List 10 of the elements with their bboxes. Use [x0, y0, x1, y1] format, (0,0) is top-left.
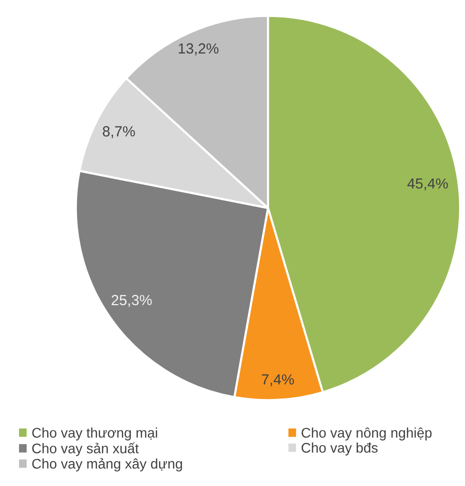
legend-label: Cho vay nông nghiệp: [302, 427, 432, 440]
data-label: 45,4%: [407, 178, 448, 190]
legend-label: Cho vay bđs: [302, 442, 378, 456]
data-label: 8,7%: [102, 126, 135, 138]
legend-label: Cho vay sản xuất: [32, 442, 139, 456]
data-label: 7,4%: [262, 374, 294, 386]
legend-label: Cho vay thương mại: [32, 428, 158, 440]
data-label: 25,3%: [112, 294, 152, 307]
data-label: 13,2%: [178, 43, 218, 56]
legend-label: Cho vay mảng xây dựng: [32, 458, 182, 472]
